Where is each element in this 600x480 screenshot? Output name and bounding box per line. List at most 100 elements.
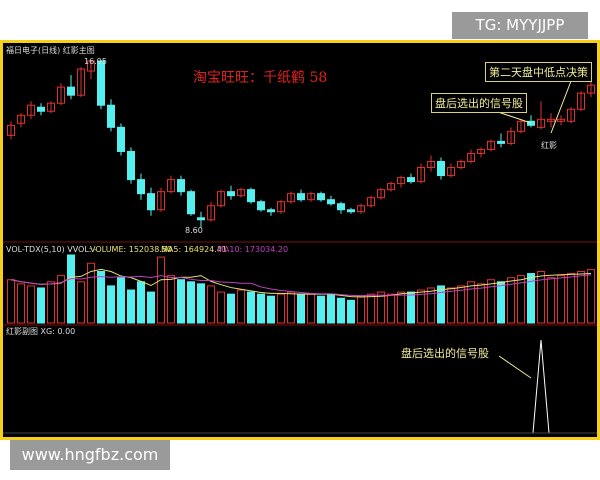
candle-body [547,118,555,122]
volume-bar [227,293,235,324]
candle-label: 红影 [541,141,557,150]
arrow-signal [494,110,532,124]
volume-bar [347,299,355,324]
candle-body [137,179,145,195]
candle-body [337,203,345,211]
candle-body [27,104,35,116]
low-price-label: 8.60 [185,226,203,235]
candle-body [397,177,405,185]
volume-bar [107,285,115,324]
volume-bar [427,287,435,324]
candle-body [147,193,155,211]
candle-body [477,148,485,154]
candle-body [557,118,565,122]
volume-bar [437,285,445,324]
candle-body [297,193,305,201]
candle-body [177,179,185,193]
volume-bar [547,277,555,324]
annotation-signal-lower: 盘后选出的信号股 [401,347,489,360]
candle-body [267,209,275,213]
volume-bar [117,277,125,324]
candle-body [437,161,445,177]
candle-body [217,191,225,207]
candle-body [207,205,215,221]
volume-bar [77,281,85,324]
candle-body [277,201,285,213]
candle-body [57,86,65,104]
ma5-line [10,268,592,298]
candle-body [587,84,595,94]
volume-bar [407,291,415,324]
candle-body [17,114,25,124]
volume-bar [247,291,255,324]
candle-body [7,124,15,136]
volume-bar [387,293,395,324]
volume-bar [377,291,385,324]
volume-bar [87,262,95,324]
annotation-decision: 第二天盘中低点决策 [485,62,592,82]
volume-bar [187,281,195,324]
candle-body [307,193,315,201]
volume-bar [587,268,595,324]
chart-title: 福日电子(日线) 红影主图 [6,46,95,55]
volume-bar [417,289,425,324]
candle-body [467,152,475,163]
volume-bar [517,275,525,324]
candle-body [407,177,415,183]
candle-body [167,179,175,193]
volume-bar [7,279,15,324]
volume-bar [27,285,35,324]
candle-body [87,60,95,72]
volume-bar [507,277,515,324]
volume-bar [37,287,45,324]
watermark-tg: TG: MYYJJPP [452,12,588,39]
candle-body [387,183,395,191]
volume-bar [297,293,305,324]
volume-bar [477,283,485,324]
promo-text: 淘宝旺旺：千纸鹤 58 [193,70,328,86]
volume-bar [67,254,75,324]
candle-body [507,130,515,144]
candle-body [157,191,165,211]
volume-bar [47,281,55,324]
ma5-value: MA5: 164924.41 [161,245,227,254]
volume-bar [237,289,245,324]
candle-body [237,189,245,197]
volume-bar [577,270,585,324]
volume-bar [537,270,545,324]
volume-bar [127,289,135,324]
volume-bar [457,285,465,324]
volume-bar [17,283,25,324]
candle-body [67,86,75,96]
volume-bar [487,279,495,324]
arrow-signal-lower [498,355,532,379]
stock-chart [3,60,597,434]
volume-bar [137,281,145,324]
volume-bar [167,275,175,324]
candle-body [247,189,255,203]
volume-bar [197,283,205,324]
volume-bar [337,297,345,324]
watermark-url: www.hngfbz.com [10,440,170,470]
candle-body [107,104,115,128]
volume-bar [327,293,335,324]
candle-body [77,68,85,96]
volume-value: VOLUME: 152038.50 [90,245,172,254]
volume-bar [557,275,565,324]
signal-spike [532,339,550,434]
candle-body [537,118,545,128]
candle-body [317,193,325,201]
ma10-value: MA10: 173034.20 [217,245,289,254]
volume-bar [157,256,165,324]
volume-bar [527,273,535,324]
candle-body [117,126,125,152]
candle-body [47,102,55,112]
volume-bar [207,285,215,324]
candle-body [377,189,385,199]
volume-bar [257,293,265,324]
high-price-label: 16.95 [84,57,107,66]
volume-bar [217,291,225,324]
volume-bar [497,281,505,324]
volume-bar [147,291,155,324]
signal-panel-title: 红影副图 XG: 0.00 [6,327,76,336]
